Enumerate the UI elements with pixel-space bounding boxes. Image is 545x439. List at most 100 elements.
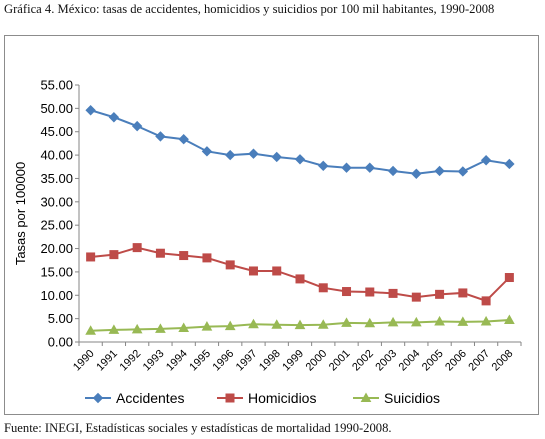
y-tick-label: 25.00 (40, 218, 73, 233)
legend-label-homicidios: Homicidios (248, 390, 316, 406)
data-point-homicidios (109, 250, 119, 260)
data-point-accidentes (387, 165, 399, 177)
data-point-suicidios (410, 316, 422, 327)
data-point-homicidios (272, 266, 282, 276)
x-tick-label: 2005 (420, 348, 446, 374)
y-tick-label: 15.00 (40, 264, 73, 279)
data-point-homicidios (179, 251, 189, 261)
data-point-homicidios (504, 273, 514, 283)
data-point-suicidios (131, 323, 143, 334)
y-tick-label: 0.00 (48, 335, 73, 350)
source-note: Fuente: INEGI, Estadísticas sociales y e… (4, 421, 392, 435)
data-point-accidentes (318, 160, 329, 172)
x-tick-label: 1993 (141, 348, 167, 374)
data-point-accidentes (178, 133, 189, 145)
data-point-suicidios (224, 320, 236, 331)
data-point-suicidios (108, 324, 120, 334)
y-tick-label: 5.00 (48, 311, 73, 326)
data-point-homicidios (342, 287, 352, 297)
x-tick-label: 1998 (257, 348, 283, 374)
x-tick-label: 1992 (117, 348, 143, 374)
x-tick-label: 2001 (327, 348, 353, 374)
x-tick-label: 1995 (187, 348, 213, 374)
data-point-homicidios (435, 289, 445, 299)
data-point-homicidios (365, 287, 375, 297)
y-tick-label: 40.00 (40, 148, 73, 163)
data-point-homicidios (225, 260, 235, 270)
data-point-homicidios (86, 252, 96, 262)
chart-frame: 0.00 5.00 10.00 15.00 20.00 25.00 30.00 35.00 40… (4, 35, 539, 415)
data-point-homicidios (318, 283, 328, 293)
data-point-suicidios (201, 321, 213, 331)
data-point-homicidios (458, 288, 468, 298)
data-point-suicidios (155, 323, 166, 333)
data-point-homicidios (132, 243, 142, 253)
x-tick-label: 2004 (397, 348, 423, 374)
legend-marker-accidentes (92, 392, 104, 404)
legend-label-accidentes: Accidentes (116, 390, 184, 406)
x-tick-label: 2000 (304, 348, 330, 374)
y-tick-label: 55.00 (40, 78, 73, 93)
x-tick-label: 1997 (234, 348, 260, 374)
data-point-suicidios (178, 322, 190, 332)
data-point-suicidios (387, 316, 399, 327)
legend-label-suicidios: Suicidios (384, 390, 440, 406)
x-tick-label: 1994 (164, 348, 190, 374)
data-point-accidentes (364, 162, 375, 173)
data-point-accidentes (201, 146, 213, 157)
data-point-suicidios (248, 318, 259, 329)
y-tick-label: 35.00 (40, 171, 73, 186)
data-point-accidentes (131, 120, 143, 132)
data-point-suicidios (317, 319, 329, 329)
data-point-suicidios (294, 319, 306, 330)
data-point-suicidios (504, 314, 515, 325)
data-point-homicidios (248, 266, 258, 276)
data-point-homicidios (411, 292, 421, 302)
data-point-accidentes (504, 158, 515, 170)
x-tick-label: 1999 (280, 348, 306, 374)
data-point-accidentes (294, 154, 306, 165)
x-tick-label: 1996 (211, 348, 237, 374)
data-point-accidentes (248, 148, 259, 159)
y-axis-title: Tasas por 100000 (13, 162, 28, 265)
data-point-suicidios (271, 319, 283, 329)
data-point-homicidios (155, 248, 165, 258)
x-tick-label: 2003 (373, 348, 399, 374)
data-point-homicidios (388, 288, 398, 298)
y-tick-label: 20.00 (40, 241, 73, 256)
data-point-suicidios (341, 317, 352, 327)
x-tick-label: 1991 (94, 348, 120, 374)
data-point-suicidios (85, 325, 96, 335)
data-point-homicidios (202, 253, 212, 263)
data-point-accidentes (411, 168, 422, 179)
x-tick-label: 1990 (71, 348, 97, 374)
data-point-accidentes (434, 165, 445, 177)
data-point-homicidios (295, 274, 305, 284)
data-point-accidentes (341, 162, 352, 173)
data-point-homicidios (481, 296, 491, 306)
data-point-accidentes (271, 151, 282, 163)
x-tick-label: 2008 (490, 348, 516, 374)
y-tick-label: 50.00 (40, 101, 73, 116)
data-point-suicidios (480, 315, 492, 326)
y-tick-label: 45.00 (40, 124, 73, 139)
data-point-accidentes (85, 105, 96, 116)
data-point-suicidios (434, 315, 445, 326)
x-tick-label: 2002 (350, 348, 376, 374)
data-point-accidentes (108, 112, 120, 123)
data-point-accidentes (457, 166, 469, 177)
data-point-accidentes (480, 155, 492, 166)
y-tick-label: 10.00 (40, 288, 73, 303)
chart-caption: Gráfica 4. México: tasas de accidentes, … (4, 2, 495, 16)
line-chart: 0.00 5.00 10.00 15.00 20.00 25.00 30.00 35.00 40… (13, 78, 522, 406)
legend-marker-homicidios (225, 393, 235, 403)
x-tick-label: 2006 (443, 348, 469, 374)
x-tick-label: 2007 (466, 348, 492, 374)
y-tick-label: 30.00 (40, 194, 73, 209)
data-point-accidentes (155, 131, 166, 142)
series-line-homicidios (90, 246, 511, 303)
data-point-accidentes (225, 149, 236, 161)
data-point-suicidios (457, 316, 469, 326)
data-point-suicidios (364, 317, 376, 328)
legend-marker-suicidios (360, 392, 372, 402)
